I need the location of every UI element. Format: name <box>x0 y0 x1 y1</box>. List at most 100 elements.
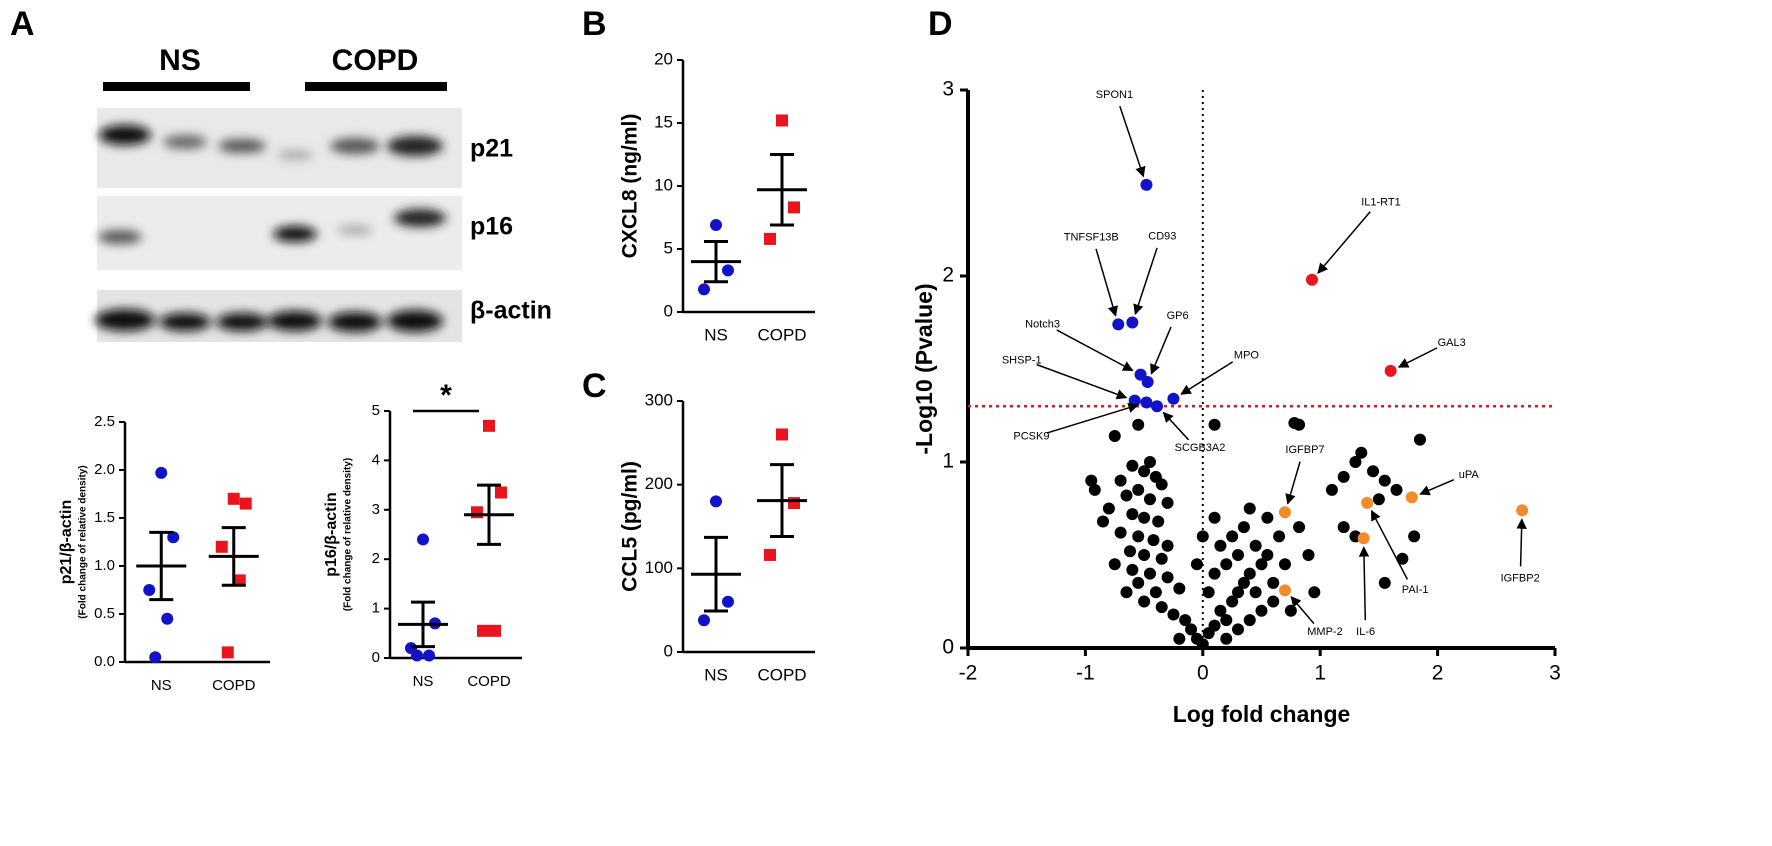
panel-letters: A B C D <box>10 5 953 405</box>
annotation-label: TNFSF13B <box>1064 231 1119 243</box>
y-tick-label: 0 <box>942 636 954 659</box>
data-point <box>1138 465 1151 478</box>
data-point <box>1114 526 1127 539</box>
data-point <box>1405 491 1418 504</box>
y-axis-label: p21/β-actin <box>58 500 75 584</box>
data-point <box>477 624 489 637</box>
data-point <box>1114 474 1127 487</box>
data-point <box>471 506 483 519</box>
y-axis-sublabel: (Fold change of relative density) <box>78 465 89 618</box>
x-tick-label: COPD <box>212 677 256 694</box>
data-point <box>1232 549 1245 561</box>
annotation-arrow <box>1317 211 1371 274</box>
annotation-arrow <box>1370 509 1409 580</box>
data-point <box>1267 576 1280 589</box>
data-point <box>1325 483 1338 496</box>
x-tick-label: COPD <box>757 665 806 684</box>
annotation-arrow <box>1397 347 1438 368</box>
y-tick-label: 2.5 <box>94 413 115 430</box>
y-axis-label: -Log10 (Pvalue) <box>911 283 937 454</box>
data-point <box>1243 614 1256 627</box>
data-point <box>1134 368 1147 381</box>
annotation-arrow <box>1133 247 1158 315</box>
annotation-label: CD93 <box>1148 230 1176 242</box>
data-point <box>227 492 240 505</box>
bands <box>95 125 446 332</box>
annotation-arrow <box>1095 248 1118 317</box>
data-point <box>1132 576 1145 589</box>
annotation-arrow <box>1119 105 1146 178</box>
data-point <box>722 595 734 608</box>
x-tick-label: 3 <box>1549 662 1561 685</box>
y-tick-label: 1 <box>942 450 954 473</box>
group-bar <box>103 82 250 91</box>
annotation-arrow <box>1516 518 1527 567</box>
panel-letter: C <box>582 367 607 405</box>
y-tick-label: 300 <box>645 390 673 409</box>
data-point <box>1126 508 1139 521</box>
y-axis-sublabel: (Fold change of relative density) <box>343 458 354 611</box>
data-point <box>722 264 734 277</box>
data-point <box>233 574 246 587</box>
data-point <box>1132 483 1145 496</box>
data-point <box>1126 459 1139 472</box>
data-point <box>1267 595 1280 608</box>
data-point <box>1208 418 1221 431</box>
data-point <box>1179 614 1192 627</box>
annotation-label: SPON1 <box>1096 89 1133 101</box>
data-point <box>1305 273 1318 286</box>
data-point <box>710 495 722 508</box>
annotation-label: IL-6 <box>1356 626 1375 638</box>
data-point <box>1088 483 1101 496</box>
data-point <box>1357 532 1370 545</box>
y-tick-label: 4 <box>372 451 380 468</box>
x-tick-label: 0 <box>1197 662 1209 685</box>
y-tick-label: 2 <box>372 550 380 567</box>
data-point <box>1273 530 1286 543</box>
y-tick-label: 3 <box>372 501 380 518</box>
data-point <box>1147 534 1160 547</box>
data-point <box>710 219 722 232</box>
data-point <box>1151 400 1164 413</box>
data-point <box>1155 601 1168 614</box>
data-point <box>1155 478 1168 491</box>
annotation-label: SHSP-1 <box>1002 355 1042 367</box>
annotation-label: PAI-1 <box>1402 584 1429 596</box>
data-point <box>1408 530 1421 543</box>
annotation-label: MPO <box>1234 350 1260 362</box>
annotation-arrow <box>1036 363 1128 400</box>
data-point <box>1141 376 1154 389</box>
data-point <box>1278 558 1291 571</box>
data-point <box>1249 539 1262 552</box>
annotation-label: GP6 <box>1167 310 1189 322</box>
y-tick-label: 0 <box>664 641 673 660</box>
data-point <box>1097 515 1110 528</box>
y-tick-label: 10 <box>654 175 673 194</box>
data-point <box>1161 496 1174 509</box>
data-point <box>1214 604 1227 617</box>
y-tick-label: 0 <box>372 649 380 666</box>
data-point <box>1261 549 1274 561</box>
data-point <box>1361 496 1374 509</box>
annotation-label: IL1-RT1 <box>1361 197 1401 209</box>
data-point <box>1255 604 1268 617</box>
data-point <box>1167 608 1180 621</box>
data-point <box>1085 474 1098 487</box>
annotation-arrow <box>1285 461 1301 505</box>
data-point <box>1108 429 1121 442</box>
data-point <box>1220 632 1233 645</box>
data-point <box>1128 394 1141 407</box>
panel-letter: A <box>10 5 35 43</box>
data-point <box>764 548 776 561</box>
data-point <box>1208 619 1221 632</box>
y-tick-label: 5 <box>664 238 673 257</box>
data-point <box>1140 178 1153 191</box>
data-point <box>1337 470 1350 483</box>
x-tick-label: 2 <box>1432 662 1444 685</box>
blot-group: NS <box>159 44 201 77</box>
data-point <box>1284 604 1297 617</box>
data-point <box>167 531 180 544</box>
data-point <box>1152 515 1165 528</box>
data-point <box>483 419 495 432</box>
annotation-arrow <box>1419 478 1455 496</box>
